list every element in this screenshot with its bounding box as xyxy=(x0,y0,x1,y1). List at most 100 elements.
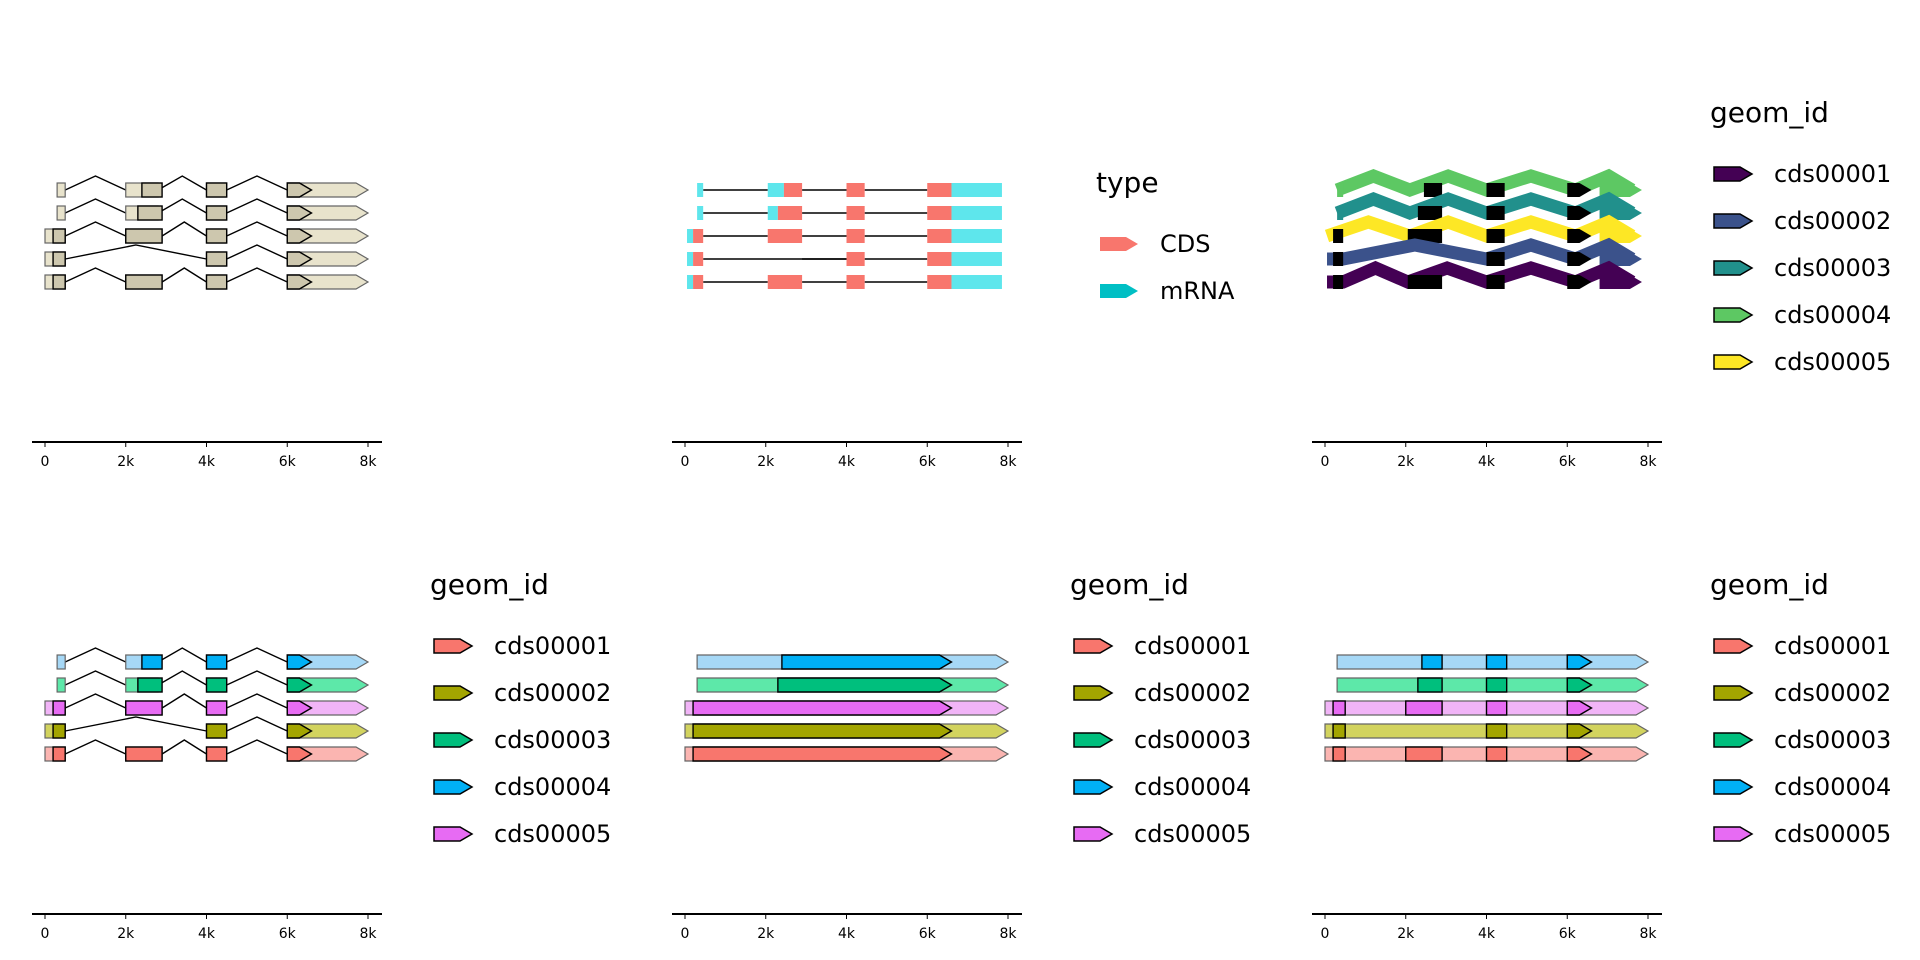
x-tick-label: 0 xyxy=(1321,926,1330,942)
cds-block xyxy=(693,275,704,289)
legend-label: cds00003 xyxy=(494,726,611,754)
cds-block xyxy=(781,654,953,670)
legend-title: geom_id xyxy=(1070,568,1189,601)
utr-exon xyxy=(56,654,66,670)
x-tick-label: 8k xyxy=(999,454,1017,470)
cds-block xyxy=(692,746,953,762)
legend-title: type xyxy=(1096,166,1159,199)
intron-line xyxy=(64,221,127,237)
cds-block xyxy=(777,206,803,220)
x-tick-label: 0 xyxy=(41,926,50,942)
legend-key xyxy=(1073,826,1114,842)
panel-bottom-right: 0 2k 4k 6k 8k geom_id cds00001 cds00002 cds00003… xyxy=(1312,568,1891,942)
x-tick-label: 2k xyxy=(117,454,135,470)
mrna-block xyxy=(697,206,704,220)
cds-block xyxy=(205,723,228,739)
cds-block xyxy=(1333,252,1344,266)
cds-block xyxy=(286,251,313,267)
utr-exon xyxy=(56,182,66,198)
cds-block xyxy=(1486,229,1505,243)
legend-key xyxy=(433,638,474,654)
cds-block xyxy=(52,700,66,716)
legend-label: mRNA xyxy=(1160,277,1235,305)
x-tick-label: 8k xyxy=(1639,926,1657,942)
panel-top-middle: 0 2k 4k 6k 8k type CDS mRNA xyxy=(672,166,1235,470)
cds-block xyxy=(1485,723,1508,739)
intron-line xyxy=(65,244,207,260)
x-tick-label: 4k xyxy=(1478,454,1496,470)
x-tick-label: 2k xyxy=(757,926,775,942)
cds-block xyxy=(1333,229,1344,243)
cds-block xyxy=(927,275,952,289)
cds-block xyxy=(1486,252,1505,266)
legend-label: cds00001 xyxy=(1134,632,1251,660)
cds-block xyxy=(1566,700,1593,716)
cds-block xyxy=(125,274,163,290)
x-tick-label: 6k xyxy=(919,454,937,470)
cds-block xyxy=(205,182,228,198)
transcript-arrow xyxy=(1599,275,1642,289)
cds-block xyxy=(205,654,228,670)
intron-line xyxy=(226,693,288,709)
cds-block xyxy=(286,654,313,670)
cds-block xyxy=(767,275,803,289)
cds-block xyxy=(1485,654,1508,670)
cds-block xyxy=(205,700,228,716)
mrna-block xyxy=(767,183,784,197)
cds-block xyxy=(1566,654,1593,670)
utr-block xyxy=(1337,183,1344,197)
x-tick-label: 8k xyxy=(999,926,1017,942)
legend-label: cds00003 xyxy=(1774,254,1891,282)
cds-block xyxy=(1486,275,1505,289)
cds-block xyxy=(205,677,228,693)
mrna-block xyxy=(767,206,778,220)
x-tick-label: 8k xyxy=(359,926,377,942)
x-tick-label: 4k xyxy=(838,926,856,942)
cds-block xyxy=(1485,746,1508,762)
cds-block xyxy=(1405,700,1443,716)
x-tick-label: 6k xyxy=(919,926,937,942)
mrna-block xyxy=(951,206,1002,220)
cds-block xyxy=(286,746,313,762)
intron-line xyxy=(226,670,288,686)
legend-key xyxy=(433,826,474,842)
cds-block xyxy=(1332,746,1346,762)
cds-block xyxy=(52,274,66,290)
legend-label: cds00003 xyxy=(1134,726,1251,754)
intron-line xyxy=(161,221,207,237)
cds-block xyxy=(777,677,953,693)
cds-block xyxy=(137,677,163,693)
cds-block xyxy=(1486,206,1505,220)
x-tick-label: 6k xyxy=(1559,454,1577,470)
mrna-block xyxy=(697,183,704,197)
mrna-block xyxy=(687,229,694,243)
legend-key xyxy=(1713,260,1754,276)
mrna-block xyxy=(687,252,694,266)
utr-block xyxy=(1337,206,1344,220)
cds-block xyxy=(693,229,704,243)
intron-line xyxy=(226,647,288,663)
legend-label: CDS xyxy=(1160,230,1210,258)
cds-block xyxy=(1567,206,1592,220)
cds-block xyxy=(52,228,66,244)
intron-line xyxy=(226,221,288,237)
cds-block xyxy=(1486,183,1505,197)
cds-block xyxy=(783,183,803,197)
x-tick-label: 4k xyxy=(198,454,216,470)
legend-label: cds00005 xyxy=(1774,348,1891,376)
x-tick-label: 8k xyxy=(359,454,377,470)
cds-block xyxy=(1421,654,1443,670)
intron-line xyxy=(226,244,288,260)
intron-line xyxy=(157,670,207,686)
cds-block xyxy=(141,654,163,670)
mrna-block xyxy=(951,252,1002,266)
cds-block xyxy=(52,746,66,762)
utr-exon xyxy=(56,205,66,221)
cds-block xyxy=(141,182,163,198)
x-tick-label: 0 xyxy=(41,454,50,470)
transcript-ribbon xyxy=(1327,260,1636,289)
cds-block xyxy=(125,700,163,716)
cds-block xyxy=(286,274,313,290)
panel-top-right: 0 2k 4k 6k 8k geom_id cds00001 cds00002 cds00003… xyxy=(1312,96,1891,470)
legend-label: cds00004 xyxy=(1774,301,1891,329)
